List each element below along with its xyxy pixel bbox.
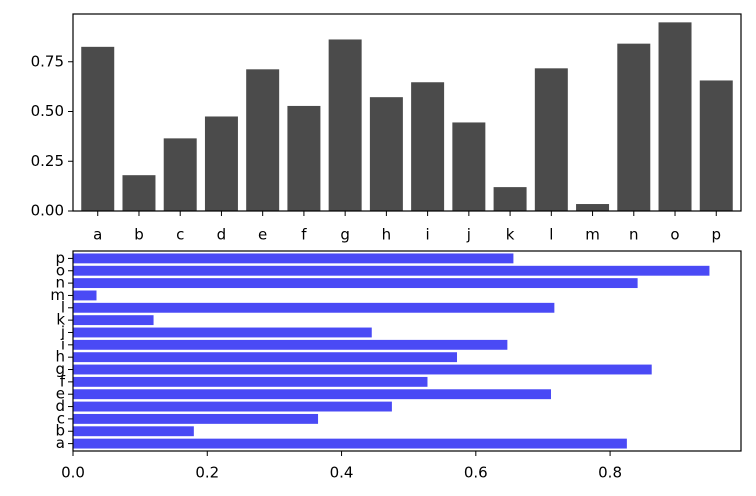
x-tick-label-o: o bbox=[670, 226, 679, 244]
hbar-a bbox=[73, 438, 627, 449]
vertical-bar-chart: a b c d e f g h i j k l m n o p 0.00 0.25 0.50 0.75 bbox=[31, 13, 742, 244]
bar-i bbox=[411, 82, 445, 211]
y-tick-label-d: d bbox=[55, 397, 65, 415]
y-tick-label-f: f bbox=[60, 372, 66, 390]
hbar-i bbox=[73, 339, 508, 350]
x-tick-label-b: b bbox=[134, 226, 144, 244]
bar-g bbox=[328, 39, 362, 212]
y-tick-label-j: j bbox=[60, 323, 65, 341]
y-tick-label-n: n bbox=[55, 274, 65, 292]
bar-f bbox=[287, 105, 321, 211]
x-tick-label-n: n bbox=[629, 226, 639, 244]
bar-c bbox=[163, 138, 197, 211]
hbar-p bbox=[73, 253, 514, 264]
x-tick-label-f: f bbox=[301, 226, 307, 244]
x-tick-label-c: c bbox=[176, 226, 184, 244]
hbar-c bbox=[73, 413, 319, 424]
x-tick-label-4: 0.8 bbox=[598, 464, 622, 482]
hbar-e bbox=[73, 389, 552, 400]
x-tick-label-0: 0.0 bbox=[61, 464, 85, 482]
bar-j bbox=[452, 122, 486, 211]
x-tick-label-k: k bbox=[506, 226, 515, 244]
hbar-g bbox=[73, 364, 652, 375]
y-tick-label-k: k bbox=[56, 311, 65, 329]
x-tick-label-h: h bbox=[382, 226, 392, 244]
y-tick-label-2: 0.50 bbox=[31, 102, 64, 120]
hbar-o bbox=[73, 265, 710, 276]
plot-frame bbox=[72, 13, 742, 212]
y-tick-label-a: a bbox=[56, 434, 65, 452]
x-tick-label-d: d bbox=[217, 226, 227, 244]
y-tick-label-b: b bbox=[55, 422, 65, 440]
x-tick-label-e: e bbox=[258, 226, 267, 244]
y-tick-label-l: l bbox=[61, 298, 65, 316]
bar-e bbox=[246, 69, 280, 212]
hbar-n bbox=[73, 278, 638, 289]
bar-a bbox=[81, 46, 115, 212]
bar-k bbox=[493, 187, 527, 211]
x-tick-label-i: i bbox=[426, 226, 430, 244]
y-tick-label-0: 0.00 bbox=[31, 202, 64, 220]
bar-n bbox=[617, 43, 651, 212]
hbar-f bbox=[73, 376, 428, 387]
x-tick-label-1: 0.2 bbox=[195, 464, 219, 482]
hbar-h bbox=[73, 352, 458, 363]
x-tick-label-a: a bbox=[93, 226, 102, 244]
y-tick-label-o: o bbox=[56, 261, 65, 279]
hbar-k bbox=[73, 315, 154, 326]
hbar-d bbox=[73, 401, 392, 412]
plot-frame bbox=[72, 250, 742, 452]
x-tick-label-m: m bbox=[585, 226, 600, 244]
x-tick-label-l: l bbox=[549, 226, 553, 244]
x-tick-label-p: p bbox=[711, 226, 721, 244]
hbar-l bbox=[73, 302, 555, 313]
bar-o bbox=[658, 22, 692, 212]
bar-b bbox=[122, 175, 156, 211]
y-tick-label-i: i bbox=[61, 335, 65, 353]
x-tick-label-3: 0.6 bbox=[464, 464, 488, 482]
bar-m bbox=[576, 204, 610, 211]
y-tick-label-m: m bbox=[50, 286, 65, 304]
hbar-j bbox=[73, 327, 372, 338]
y-tick-label-p: p bbox=[55, 249, 65, 267]
y-tick-label-1: 0.25 bbox=[31, 152, 64, 170]
bar-l bbox=[534, 68, 568, 211]
x-tick-label-g: g bbox=[340, 226, 350, 244]
y-tick-label-3: 0.75 bbox=[31, 52, 64, 70]
y-tick-label-e: e bbox=[56, 385, 65, 403]
bar-d bbox=[204, 116, 238, 211]
bar-h bbox=[369, 97, 403, 211]
x-tick-label-2: 0.4 bbox=[330, 464, 354, 482]
hbar-m bbox=[73, 290, 97, 301]
hbar-b bbox=[73, 426, 194, 437]
y-tick-label-h: h bbox=[55, 348, 65, 366]
y-tick-label-c: c bbox=[57, 409, 65, 427]
x-tick-label-j: j bbox=[466, 226, 471, 244]
bar-p bbox=[699, 80, 733, 212]
y-tick-label-g: g bbox=[55, 360, 65, 378]
